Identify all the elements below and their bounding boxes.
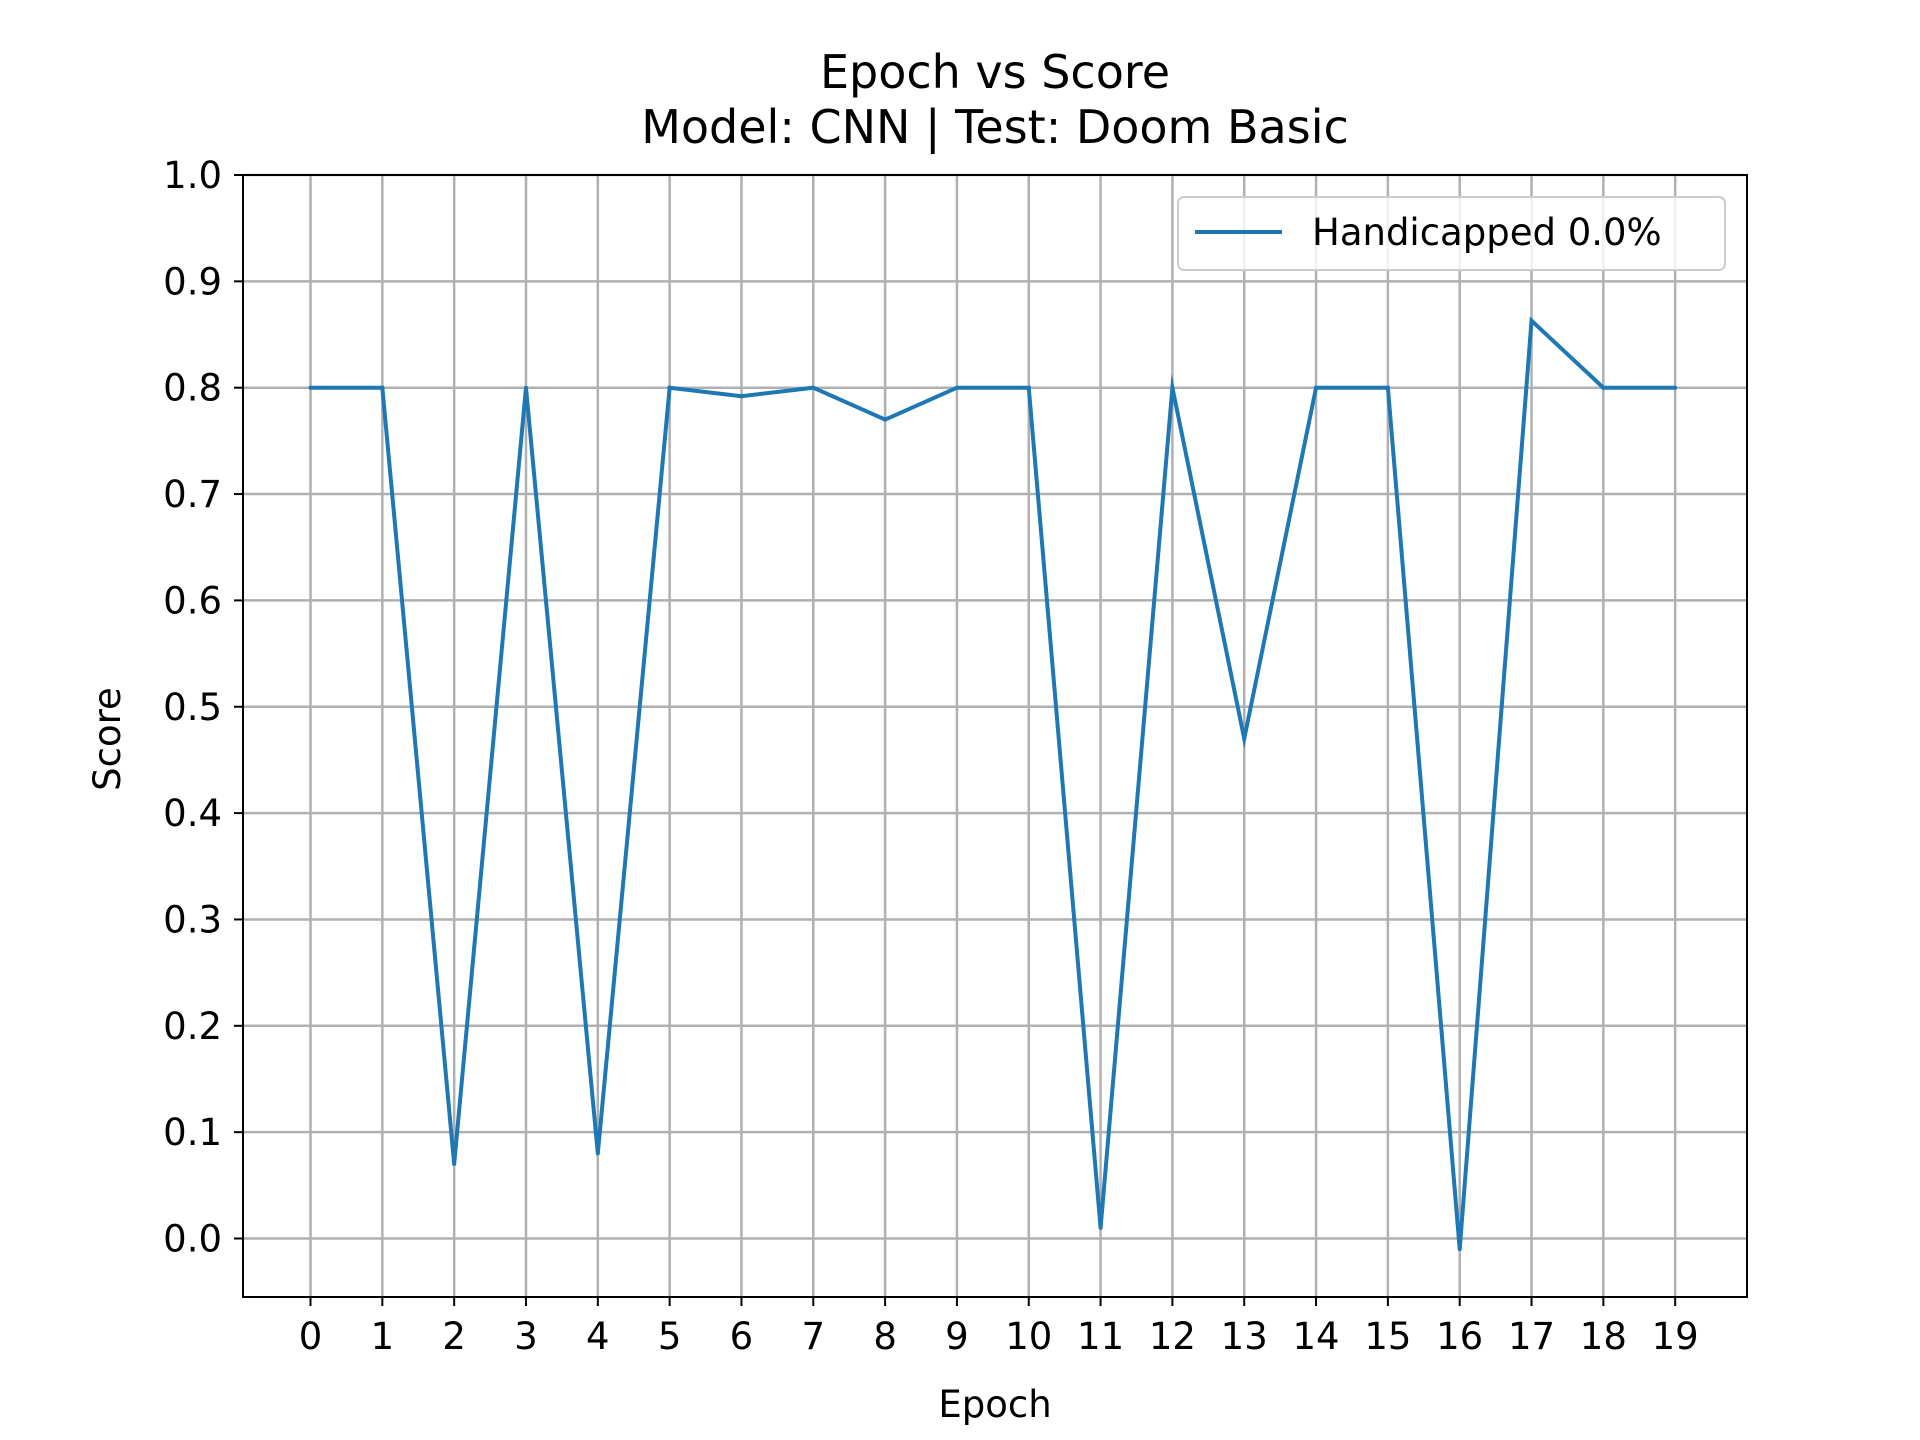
x-tick-label: 19: [1652, 1315, 1699, 1358]
data-point: [523, 385, 528, 390]
x-tick-label: 12: [1149, 1315, 1196, 1358]
x-tick-label: 4: [586, 1315, 610, 1358]
data-point: [883, 417, 888, 422]
x-tick-label: 14: [1293, 1315, 1340, 1358]
data-point: [595, 1151, 600, 1156]
data-point: [452, 1162, 457, 1167]
y-tick-label: 0.3: [163, 898, 222, 941]
data-point: [1314, 385, 1319, 390]
chart-subtitle: Model: CNN | Test: Doom Basic: [641, 100, 1349, 155]
legend-label: Handicapped 0.0%: [1312, 211, 1662, 254]
x-tick-label: 16: [1436, 1315, 1483, 1358]
x-tick-label: 8: [873, 1315, 897, 1358]
y-tick-label: 0.4: [163, 792, 222, 835]
series-group: [308, 316, 1678, 1252]
y-tick-label: 0.8: [163, 367, 222, 410]
y-tick-label: 0.5: [163, 686, 222, 729]
x-tick-label: 11: [1077, 1315, 1124, 1358]
data-point: [380, 385, 385, 390]
series-line: [310, 316, 1676, 1250]
x-tick-label: 7: [802, 1315, 826, 1358]
data-point: [954, 385, 959, 390]
x-tick-label: 10: [1005, 1315, 1052, 1358]
data-point: [667, 385, 672, 390]
legend-box: [1177, 196, 1726, 271]
y-tick-label: 0.0: [163, 1218, 222, 1261]
y-tick-label: 1.0: [163, 154, 222, 197]
data-point: [1098, 1225, 1103, 1230]
x-axis-ticks: 0 1 2 3 4 5 6 7 8 9 10 11 12 13 14 15 16 17 18 19: [299, 1297, 1699, 1358]
y-axis-ticks: 0.0 0.1 0.2 0.3 0.4 0.5 0.6 0.7 0.8 0.9 1.0: [163, 154, 243, 1261]
data-point: [1457, 1247, 1462, 1252]
x-tick-label: 5: [658, 1315, 682, 1358]
x-tick-label: 13: [1221, 1315, 1268, 1358]
data-point: [1026, 385, 1031, 390]
legend: Handicapped 0.0%: [1177, 196, 1726, 271]
x-tick-label: 6: [730, 1315, 754, 1358]
x-tick-label: 3: [514, 1315, 538, 1358]
data-point: [1242, 736, 1247, 741]
x-axis-label: Epoch: [938, 1383, 1051, 1426]
data-point: [1385, 385, 1390, 390]
plot-frame: [242, 174, 1748, 1298]
x-tick-label: 1: [371, 1315, 395, 1358]
data-point: [1673, 385, 1678, 390]
data-point: [811, 385, 816, 390]
y-tick-label: 0.1: [163, 1111, 222, 1154]
x-tick-label: 2: [442, 1315, 466, 1358]
x-tick-label: 18: [1580, 1315, 1627, 1358]
chart-title: Epoch vs Score: [820, 45, 1170, 99]
data-point: [1601, 385, 1606, 390]
y-tick-label: 0.9: [163, 260, 222, 303]
data-point: [1529, 318, 1534, 323]
x-tick-label: 17: [1508, 1315, 1555, 1358]
y-tick-label: 0.6: [163, 579, 222, 622]
y-axis-label: Score: [86, 687, 129, 791]
grid: [243, 173, 1747, 1297]
y-tick-label: 0.7: [163, 473, 222, 516]
y-tick-label: 0.2: [163, 1005, 222, 1048]
x-tick-label: 0: [299, 1315, 323, 1358]
data-point: [1170, 385, 1175, 390]
data-point: [308, 385, 313, 390]
x-tick-label: 9: [945, 1315, 969, 1358]
x-tick-label: 15: [1364, 1315, 1411, 1358]
data-point: [739, 394, 744, 399]
